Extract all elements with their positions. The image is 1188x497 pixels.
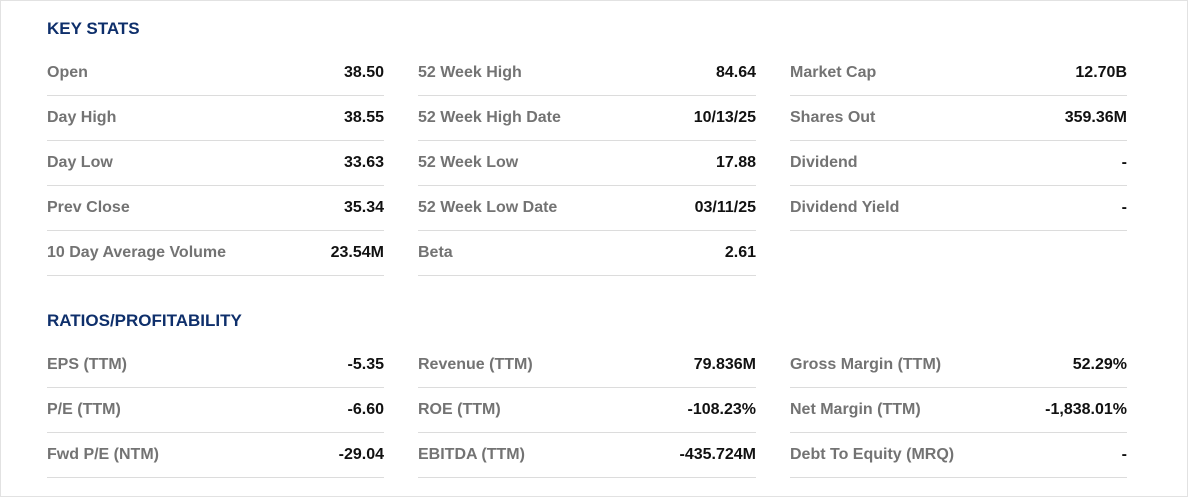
- stat-row: P/E (TTM) -6.60: [47, 388, 384, 433]
- stat-label: Net Margin (TTM): [790, 401, 921, 418]
- stat-row: 52 Week Low 17.88: [418, 141, 756, 186]
- stat-label: 52 Week Low Date: [418, 199, 558, 216]
- stat-row: Net Margin (TTM) -1,838.01%: [790, 388, 1127, 433]
- stat-row: Dividend -: [790, 141, 1127, 186]
- stat-row: Day High 38.55: [47, 96, 384, 141]
- stat-label: EPS (TTM): [47, 356, 127, 373]
- stat-value: 2.61: [724, 244, 756, 261]
- stat-row: Gross Margin (TTM) 52.29%: [790, 343, 1127, 388]
- stat-value: 23.54M: [330, 244, 384, 261]
- stat-row: 10 Day Average Volume 23.54M: [47, 231, 384, 276]
- stat-value: -: [1121, 154, 1127, 171]
- stat-label: Day High: [47, 109, 117, 126]
- stat-value: -29.04: [338, 446, 384, 463]
- stat-value: -: [1121, 446, 1127, 463]
- stat-value: 84.64: [715, 64, 756, 81]
- stat-value: 17.88: [715, 154, 756, 171]
- stat-label: Open: [47, 64, 88, 81]
- stat-row: 52 Week Low Date 03/11/25: [418, 186, 756, 231]
- stat-value: 52.29%: [1072, 356, 1127, 373]
- stat-row: Market Cap 12.70B: [790, 51, 1127, 96]
- stat-label: Revenue (TTM): [418, 356, 533, 373]
- stat-value: 33.63: [343, 154, 384, 171]
- stat-label: Fwd P/E (NTM): [47, 446, 159, 463]
- stat-row: Debt To Equity (MRQ) -: [790, 433, 1127, 478]
- stat-value: -1,838.01%: [1045, 401, 1127, 418]
- stat-row: Prev Close 35.34: [47, 186, 384, 231]
- stat-value: 38.50: [343, 64, 384, 81]
- stat-label: Day Low: [47, 154, 113, 171]
- stat-label: Shares Out: [790, 109, 876, 126]
- stat-label: 10 Day Average Volume: [47, 244, 227, 261]
- stat-row: 52 Week High Date 10/13/25: [418, 96, 756, 141]
- stat-row: Open 38.50: [47, 51, 384, 96]
- stat-value: -108.23%: [687, 401, 757, 418]
- stat-row: 52 Week High 84.64: [418, 51, 756, 96]
- stat-label: 52 Week Low: [418, 154, 519, 171]
- stat-row: Day Low 33.63: [47, 141, 384, 186]
- stat-value: 35.34: [343, 199, 384, 216]
- stat-value: -: [1121, 199, 1127, 216]
- stat-value: 10/13/25: [693, 109, 756, 126]
- stat-row: EBITDA (TTM) -435.724M: [418, 433, 756, 478]
- stat-label: Gross Margin (TTM): [790, 356, 942, 373]
- stat-value: 359.36M: [1064, 109, 1127, 126]
- section-title: KEY STATS: [47, 19, 140, 38]
- stat-label: Market Cap: [790, 64, 877, 81]
- stat-label: 52 Week High: [418, 64, 522, 81]
- stat-value: -435.724M: [679, 446, 757, 463]
- stat-label: Prev Close: [47, 199, 130, 216]
- stat-value: 38.55: [343, 109, 384, 126]
- stat-row: EPS (TTM) -5.35: [47, 343, 384, 388]
- stat-row: Revenue (TTM) 79.836M: [418, 343, 756, 388]
- stat-label: Dividend: [790, 154, 858, 171]
- stat-value: -6.60: [347, 401, 384, 418]
- section-title: RATIOS/PROFITABILITY: [47, 311, 242, 330]
- stat-label: ROE (TTM): [418, 401, 501, 418]
- stat-row: Fwd P/E (NTM) -29.04: [47, 433, 384, 478]
- stat-value: -5.35: [347, 356, 384, 373]
- stat-row: ROE (TTM) -108.23%: [418, 388, 756, 433]
- stat-value: 03/11/25: [694, 199, 756, 216]
- stat-label: 52 Week High Date: [418, 109, 561, 126]
- stat-label: EBITDA (TTM): [418, 446, 525, 463]
- stat-row: Shares Out 359.36M: [790, 96, 1127, 141]
- stat-label: P/E (TTM): [47, 401, 121, 418]
- stat-label: Dividend Yield: [790, 199, 900, 216]
- stat-value: 79.836M: [693, 356, 756, 373]
- stat-row: Dividend Yield -: [790, 186, 1127, 231]
- stat-row: Beta 2.61: [418, 231, 756, 276]
- stat-label: Debt To Equity (MRQ): [790, 446, 955, 463]
- stat-value: 12.70B: [1075, 64, 1127, 81]
- stat-label: Beta: [418, 244, 453, 261]
